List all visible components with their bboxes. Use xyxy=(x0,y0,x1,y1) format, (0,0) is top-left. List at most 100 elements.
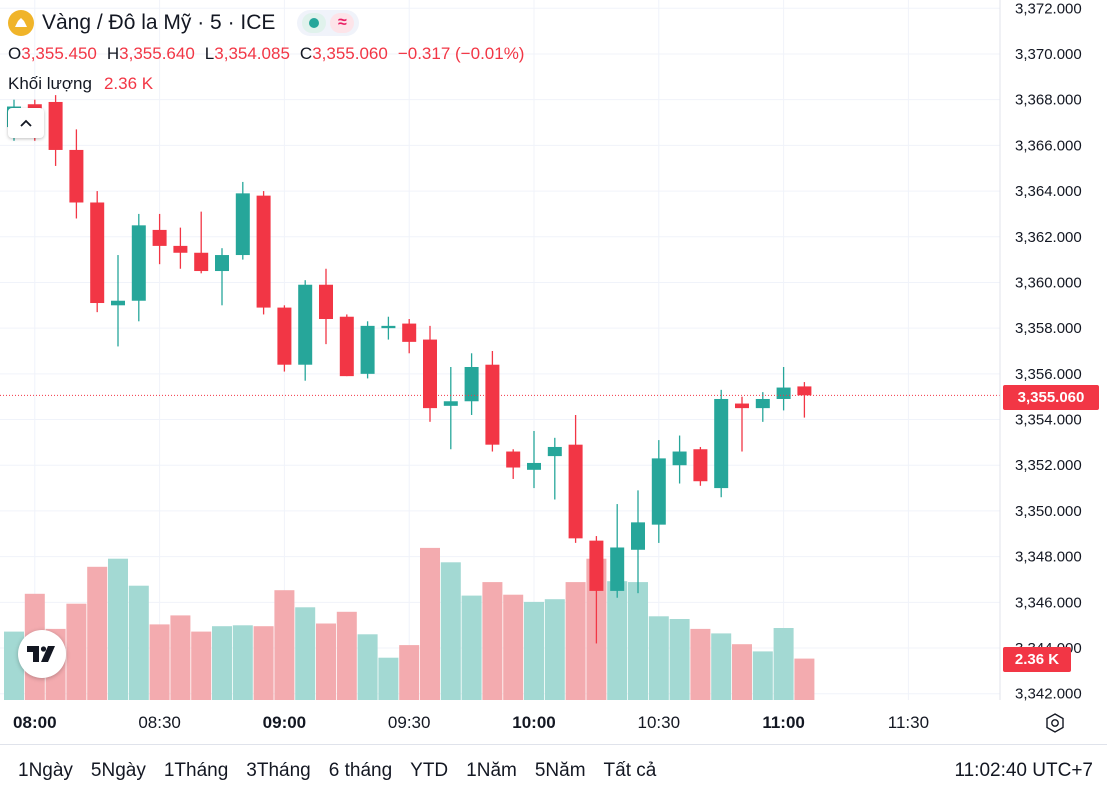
candle-body xyxy=(672,451,687,466)
market-open-icon[interactable] xyxy=(302,13,327,33)
tradingview-icon xyxy=(27,646,55,662)
volume-bar xyxy=(752,651,773,700)
candle-body xyxy=(589,540,604,591)
low-value: 3,354.085 xyxy=(214,44,290,63)
wave-icon[interactable]: ≈ xyxy=(330,13,355,33)
range-button[interactable]: 1Tháng xyxy=(163,760,229,781)
volume-bar xyxy=(336,611,357,700)
range-selector: 1Ngày 5Ngày 1Tháng 3Tháng 6 tháng YTD 1Năm 5Năm… xyxy=(18,760,656,782)
volume-label[interactable]: Khối lượng xyxy=(8,74,92,93)
volume-bar xyxy=(482,582,503,700)
candle-body xyxy=(402,323,417,342)
high-label: H xyxy=(106,44,120,63)
range-button[interactable]: 5Năm xyxy=(534,760,586,781)
y-tick-label: 3,354.000 xyxy=(1015,412,1082,429)
volume-bar xyxy=(87,566,108,700)
y-tick-label: 3,372.000 xyxy=(1015,0,1082,17)
candle-body xyxy=(152,229,167,246)
x-tick-label: 11:30 xyxy=(888,713,929,732)
bottom-toolbar: 1Ngày 5Ngày 1Tháng 3Tháng 6 tháng YTD 1Năm 5Năm… xyxy=(0,744,1107,797)
volume-bar xyxy=(295,607,316,700)
volume-bar xyxy=(628,582,648,700)
candle-body xyxy=(797,386,812,396)
volume-bar xyxy=(669,619,690,700)
range-button[interactable]: 1Ngày xyxy=(18,760,73,781)
volume-bar xyxy=(461,595,482,700)
range-button[interactable]: YTD xyxy=(410,760,449,781)
collapse-legend-button[interactable] xyxy=(8,108,44,138)
candle-body xyxy=(256,195,271,308)
volume-tag: 2.36 K xyxy=(1003,647,1071,672)
candle-body xyxy=(568,444,583,539)
y-tick-label: 3,366.000 xyxy=(1015,137,1082,154)
volume-bar xyxy=(648,616,669,700)
volume-bar xyxy=(690,628,711,700)
candle-body xyxy=(547,446,562,457)
x-tick-label: 11:00 xyxy=(762,713,805,732)
open-value: 3,355.450 xyxy=(21,44,97,63)
candle-body xyxy=(423,339,437,409)
volume-bar xyxy=(732,644,752,700)
volume-bar xyxy=(170,615,191,700)
volume-bar xyxy=(357,634,378,700)
candle-body xyxy=(277,307,292,365)
chevron-up-icon xyxy=(20,119,32,127)
volume-bar xyxy=(440,562,461,700)
clock[interactable]: 11:02:40 UTC+7 xyxy=(954,760,1093,781)
low-label: L xyxy=(204,44,215,63)
x-tick-label: 08:30 xyxy=(138,713,181,732)
candle-body xyxy=(319,284,333,320)
volume-bar xyxy=(149,624,170,700)
candle-body xyxy=(443,401,458,406)
price-chart[interactable]: 3,342.0003,344.0003,346.0003,348.0003,35… xyxy=(0,0,1107,744)
y-tick-label: 3,352.000 xyxy=(1015,457,1082,474)
y-tick-label: 3,342.000 xyxy=(1015,686,1082,703)
candle-body xyxy=(298,284,313,365)
range-button[interactable]: 3Tháng xyxy=(246,760,311,781)
volume-bar xyxy=(794,658,815,700)
y-tick-label: 3,358.000 xyxy=(1015,320,1082,337)
candle-body xyxy=(755,398,770,409)
y-tick-label: 3,346.000 xyxy=(1015,594,1082,611)
candle-body xyxy=(48,101,63,150)
volume-bar xyxy=(773,628,794,700)
candle-body xyxy=(381,325,396,329)
y-tick-label: 3,364.000 xyxy=(1015,183,1082,200)
candle-body xyxy=(527,462,541,470)
volume-bar xyxy=(274,590,295,700)
candle-body xyxy=(235,193,250,256)
volume-bar xyxy=(378,657,399,700)
x-tick-label: 10:00 xyxy=(512,713,555,732)
gold-icon xyxy=(8,10,34,36)
volume-bar xyxy=(316,623,336,700)
range-button[interactable]: 6 tháng xyxy=(328,760,393,781)
y-tick-label: 3,356.000 xyxy=(1015,366,1082,383)
y-tick-label: 3,370.000 xyxy=(1015,46,1082,63)
range-button[interactable]: Tất cả xyxy=(603,760,657,781)
volume-bar xyxy=(232,625,253,700)
volume-bar xyxy=(711,633,732,700)
volume-bar xyxy=(420,547,440,700)
x-tick-label: 08:00 xyxy=(13,713,56,732)
candle-body xyxy=(69,149,84,203)
legend: Vàng / Đô la Mỹ · 5 · ICE ≈ O 3,355.450 … xyxy=(8,8,534,96)
candle-body xyxy=(651,458,666,525)
candle-body xyxy=(485,364,500,445)
change-value: −0.317 (−0.01%) xyxy=(397,44,525,63)
range-button[interactable]: 1Năm xyxy=(466,760,517,781)
candle-body xyxy=(90,202,105,304)
status-badges: ≈ xyxy=(297,10,360,36)
last-price-tag: 3,355.060 xyxy=(1003,385,1099,410)
close-value: 3,355.060 xyxy=(312,44,388,63)
symbol-title[interactable]: Vàng / Đô la Mỹ · 5 · ICE xyxy=(42,11,276,34)
tradingview-logo[interactable] xyxy=(18,630,66,678)
candle-body xyxy=(735,403,749,409)
volume-bar xyxy=(524,601,544,700)
y-tick-label: 3,368.000 xyxy=(1015,92,1082,109)
range-button[interactable]: 5Ngày xyxy=(90,760,146,781)
candle-body xyxy=(631,522,645,550)
volume-bar xyxy=(66,603,87,700)
y-tick-label: 3,350.000 xyxy=(1015,503,1082,520)
candle-body xyxy=(506,451,521,468)
settings-icon[interactable] xyxy=(1042,710,1068,736)
